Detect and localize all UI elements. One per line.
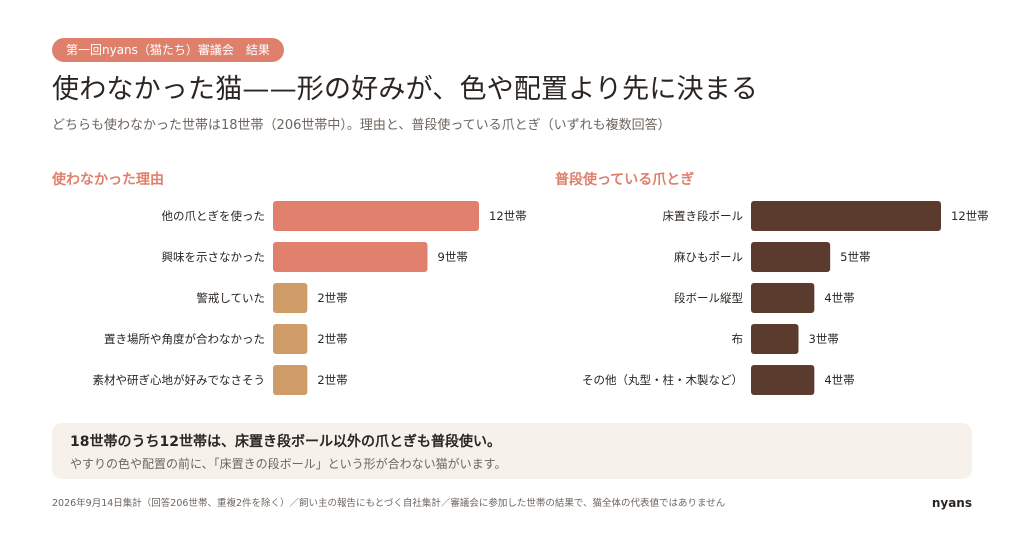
scratcher-bar — [751, 201, 941, 231]
scratcher-value-label: 3世帯 — [809, 332, 839, 346]
left-chart-title: 使わなかった理由 — [52, 172, 164, 188]
reason-value-label: 9世帯 — [438, 250, 468, 264]
reason-value-label: 12世帯 — [489, 209, 527, 223]
reason-category-label: 他の爪とぎを使った — [162, 209, 266, 223]
scratcher-bar — [751, 242, 831, 272]
reason-value-label: 2世帯 — [317, 291, 347, 305]
summary-callout: 18世帯のうち12世帯は、床置き段ボール以外の爪とぎも普段使い。 やすりの色や配… — [52, 423, 972, 479]
footnote: 2026年9月14日集計（回答206世帯、重複2件を除く）／飼い主の報告にもとづ… — [52, 498, 726, 509]
brand-logo-text: nyans — [931, 496, 972, 510]
scratcher-category-label: その他（丸型・柱・木製など） — [582, 373, 743, 387]
reason-category-label: 警戒していた — [196, 291, 265, 305]
reason-value-label: 2世帯 — [317, 332, 347, 346]
scratcher-category-label: 段ボール縦型 — [674, 291, 743, 305]
page-title: 使わなかった猫——形の好みが、色や配置より先に決まる — [52, 74, 759, 105]
callout-detail: やすりの色や配置の前に、「床置きの段ボール」という形が合わない猫がいます。 — [70, 457, 507, 471]
callout-headline: 18世帯のうち12世帯は、床置き段ボール以外の爪とぎも普段使い。 — [70, 434, 501, 450]
scratcher-value-label: 5世帯 — [840, 250, 870, 264]
page-subtitle: どちらも使わなかった世帯は18世帯（206世帯中）。理由と、普段使っている爪とぎ… — [52, 118, 671, 133]
reason-bar — [273, 201, 479, 231]
reason-bar — [273, 242, 428, 272]
scratcher-bar — [751, 283, 815, 313]
reason-bar — [273, 324, 308, 354]
scratcher-category-label: 布 — [732, 332, 744, 346]
reason-bar — [273, 365, 308, 395]
reason-category-label: 置き場所や角度が合わなかった — [104, 332, 265, 346]
scratcher-bar — [751, 365, 815, 395]
right-chart-title: 普段使っている爪とぎ — [555, 172, 695, 188]
reason-category-label: 素材や研ぎ心地が好みでなさそう — [93, 373, 266, 387]
scratcher-bar — [751, 324, 799, 354]
reason-bar — [273, 283, 308, 313]
reason-category-label: 興味を示さなかった — [162, 250, 266, 264]
scratcher-category-label: 床置き段ボール — [663, 209, 744, 223]
scratcher-category-label: 麻ひもポール — [674, 250, 743, 264]
scratcher-value-label: 4世帯 — [824, 291, 854, 305]
reason-value-label: 2世帯 — [317, 373, 347, 387]
scratcher-value-label: 4世帯 — [824, 373, 854, 387]
survey-badge: 第一回nyans（猫たち）審議会 結果 — [52, 38, 284, 62]
scratcher-value-label: 12世帯 — [951, 209, 989, 223]
